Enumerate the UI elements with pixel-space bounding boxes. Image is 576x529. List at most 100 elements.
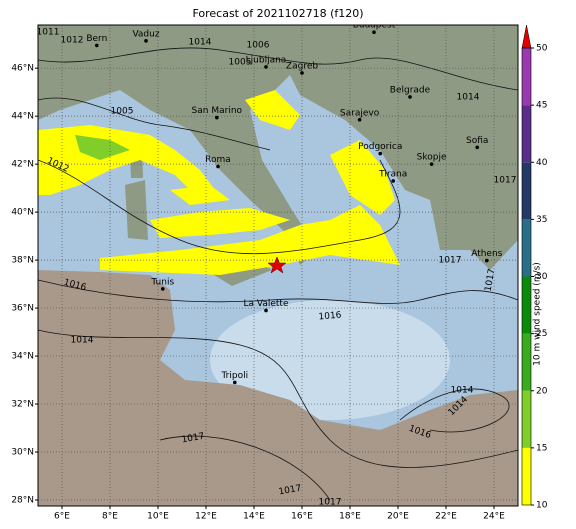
- city-marker: [372, 30, 376, 34]
- y-tick-label: 40°N: [11, 208, 34, 218]
- isobar-label: 1017: [319, 498, 342, 508]
- isobar-label: 1005: [111, 107, 134, 117]
- city-marker: [485, 258, 489, 263]
- x-tick-label: 24°E: [483, 512, 505, 522]
- colorbar-segment: [522, 390, 531, 448]
- isobar: [38, 279, 518, 304]
- y-tick-label: 30°N: [11, 448, 34, 458]
- x-tick-label: 8°E: [102, 512, 118, 522]
- city-label: Ljubljana: [246, 55, 287, 65]
- isobar-label: 1017: [278, 484, 302, 498]
- city-marker: [378, 151, 383, 156]
- land-sardinia: [125, 180, 148, 240]
- wind-area: [330, 140, 395, 215]
- x-tick-label: 12°E: [195, 512, 217, 522]
- y-tick-label: 38°N: [11, 256, 34, 266]
- isobar: [38, 329, 518, 468]
- city-marker: [264, 65, 268, 69]
- isobar-label: 1017: [439, 256, 462, 266]
- isobar-label: 1012: [61, 36, 84, 46]
- colorbar-segment: [522, 447, 531, 505]
- city-label: Bern: [86, 34, 107, 44]
- colorbar-segment: [522, 219, 531, 277]
- y-tick-label: 32°N: [11, 400, 34, 410]
- colorbar-tick-label: 35: [536, 215, 547, 225]
- isobar-label: 1017: [494, 176, 517, 186]
- city-label: Belgrade: [390, 85, 431, 95]
- colorbar-segment: [522, 162, 531, 220]
- x-tick-label: 22°E: [435, 512, 457, 522]
- colorbar-segment: [522, 105, 531, 163]
- isobar: [399, 388, 510, 433]
- city-label: Sarajevo: [340, 108, 380, 118]
- sea-shallow: [210, 300, 450, 420]
- city-marker: [475, 145, 480, 150]
- colorbar-segment: [522, 276, 531, 334]
- x-tick-label: 16°E: [291, 512, 313, 522]
- isobar-label: 1017: [181, 432, 205, 446]
- y-tick-label: 42°N: [11, 160, 34, 170]
- city-label: Tirana: [378, 169, 407, 179]
- isobar: [38, 97, 271, 151]
- colorbar-extend: [521, 24, 532, 49]
- isobar-label: 1014: [189, 38, 212, 48]
- y-tick-label: 36°N: [11, 304, 34, 314]
- isobar-label: 1016: [318, 310, 342, 322]
- isobar-label: 1014: [457, 93, 480, 103]
- map-frame: [37, 24, 519, 507]
- city-marker: [357, 117, 362, 122]
- y-tick-label: 34°N: [11, 352, 34, 362]
- y-tick-label: 44°N: [11, 112, 34, 122]
- isobars: [38, 47, 518, 501]
- colorbar-segment: [522, 48, 531, 106]
- colorbar-label: 10 m wind speed (m/s): [533, 262, 543, 366]
- isobar-label: 1011: [37, 28, 60, 38]
- city-label: Zagreb: [286, 61, 318, 71]
- isobar: [38, 47, 518, 91]
- colorbar-tick-label: 50: [536, 44, 548, 54]
- city-label: Sofia: [466, 136, 488, 146]
- city-marker: [264, 308, 268, 313]
- colorbar-tick-label: 30: [536, 272, 548, 282]
- city-marker: [216, 164, 220, 169]
- x-tick-label: 14°E: [243, 512, 265, 522]
- x-tick-label: 10°E: [147, 512, 169, 522]
- wind-area: [245, 90, 300, 130]
- isobar-label: 1014: [71, 336, 94, 346]
- isobar-label: 1005: [229, 58, 252, 68]
- city-marker: [408, 95, 412, 99]
- city-marker: [233, 380, 237, 385]
- city-marker: [161, 287, 165, 291]
- colorbar-tick-label: 25: [536, 329, 547, 339]
- x-tick-label: 6°E: [54, 512, 70, 522]
- wind-area: [100, 205, 400, 275]
- city-label: Tripoli: [220, 371, 248, 381]
- city-label: La Valette: [244, 299, 289, 309]
- y-tick-label: 28°N: [11, 496, 34, 506]
- city-label: Budapest: [353, 21, 396, 31]
- city-label: Roma: [205, 155, 231, 165]
- isobar: [38, 159, 401, 255]
- city-label: Vaduz: [132, 29, 159, 39]
- land-europe: [38, 25, 518, 270]
- city-label: Podgorica: [358, 142, 402, 152]
- city-marker: [300, 71, 304, 75]
- x-tick-label: 18°E: [339, 512, 361, 522]
- city-marker: [391, 179, 396, 183]
- y-tick-label: 46°N: [11, 64, 34, 74]
- isobar: [159, 435, 331, 501]
- city-marker: [144, 39, 148, 43]
- city-marker: [429, 162, 434, 166]
- wind-area: [150, 208, 290, 238]
- city-label: Athens: [471, 249, 502, 259]
- forecast-point: [267, 256, 287, 274]
- wind-area-green: [75, 135, 130, 160]
- city-label: Skopje: [417, 153, 447, 163]
- colorbar-tick-label: 40: [536, 158, 548, 168]
- title: Forecast of 2021102718 (f120): [192, 7, 363, 20]
- wind-areas: [38, 90, 400, 275]
- colorbar-tick-label: 20: [536, 386, 548, 396]
